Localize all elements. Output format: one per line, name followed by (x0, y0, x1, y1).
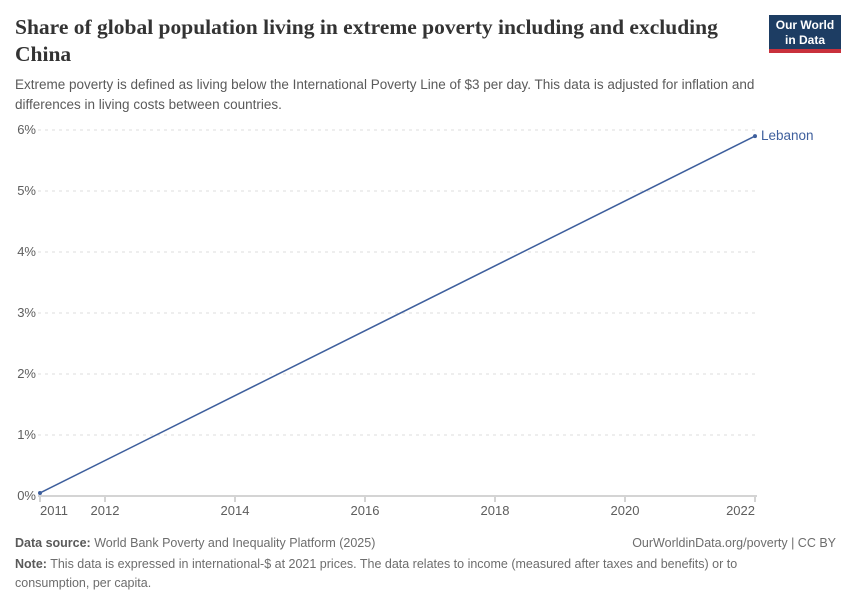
x-axis-tick-label: 2022 (726, 503, 755, 518)
x-axis-tick-label: 2012 (90, 503, 120, 518)
footnote: Note: This data is expressed in internat… (15, 555, 795, 593)
y-axis-tick-label: 4% (17, 244, 36, 259)
data-source: Data source: World Bank Poverty and Ineq… (15, 534, 375, 553)
x-axis-tick-label: 2014 (220, 503, 250, 518)
data-point-marker (753, 134, 757, 139)
data-source-value: World Bank Poverty and Inequality Platfo… (94, 536, 376, 550)
chart-title: Share of global population living in ext… (15, 15, 718, 66)
x-axis-tick-label: 2016 (350, 503, 380, 518)
chart-footer: Data source: World Bank Poverty and Ineq… (15, 534, 836, 593)
x-axis-tick-label: 2018 (480, 503, 510, 518)
x-axis-tick-label: 2020 (610, 503, 640, 518)
y-axis-tick-label: 3% (17, 305, 36, 320)
y-axis-tick-label: 6% (17, 122, 36, 137)
attribution-link[interactable]: OurWorldinData.org/poverty | CC BY (632, 536, 836, 550)
data-point-marker (38, 490, 42, 495)
owid-logo-line2: in Data (784, 32, 825, 47)
owid-logo[interactable]: Our World in Data (769, 15, 841, 53)
note-value: This data is expressed in international-… (15, 557, 738, 590)
note-label: Note: (15, 557, 47, 571)
y-axis-tick-label: 0% (17, 488, 36, 503)
y-axis-tick-label: 5% (17, 183, 36, 198)
y-axis-tick-label: 2% (17, 366, 36, 381)
x-axis-tick-label: 2011 (40, 503, 68, 518)
y-axis-tick-label: 1% (17, 427, 36, 442)
owid-logo-line1: Our World (775, 18, 835, 32)
series-endpoint-label: Lebanon (761, 128, 814, 144)
data-source-label: Data source: (15, 536, 91, 550)
chart-subtitle: Extreme poverty is defined as living bel… (15, 77, 755, 112)
series-line-lebanon (39, 135, 756, 494)
